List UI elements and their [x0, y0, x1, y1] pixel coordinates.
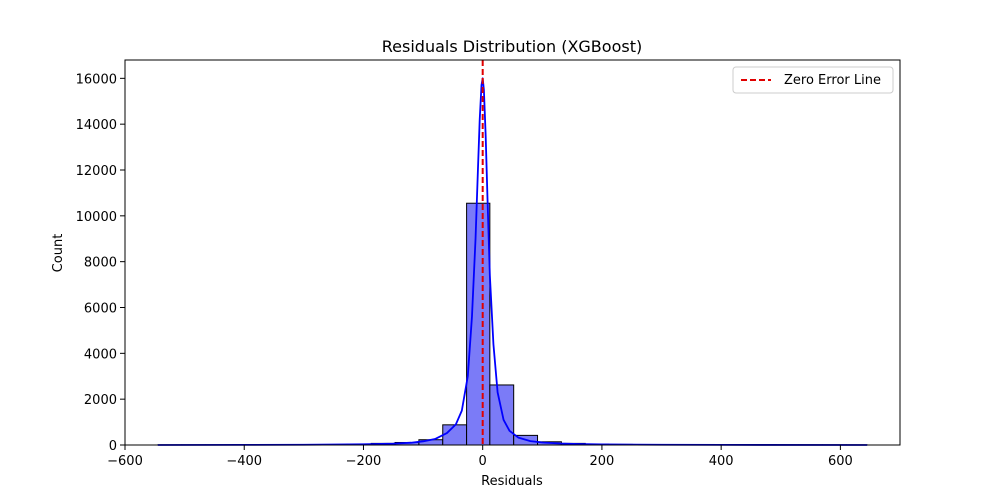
- legend-box: [732, 66, 894, 94]
- histogram-bar-12: [442, 424, 468, 446]
- chart-title: Residuals Distribution (XGBoost): [382, 37, 642, 56]
- y-tick-label: 16000: [76, 72, 117, 87]
- x-tick-label: 200: [590, 454, 615, 469]
- y-tick-label: 6000: [84, 302, 117, 317]
- y-tick-label: 2000: [84, 393, 117, 408]
- y-tick-label: 8000: [84, 256, 117, 271]
- y-tick-label: 12000: [76, 164, 117, 179]
- x-tick-label: 0: [479, 454, 487, 469]
- x-tick-label: −600: [107, 454, 143, 469]
- x-axis-label: Residuals: [481, 474, 543, 489]
- plot-frame: [124, 59, 901, 446]
- histogram-bar-13: [466, 202, 491, 446]
- histogram-bars: [157, 202, 868, 446]
- y-tick-label: 0: [109, 439, 117, 454]
- x-tick-label: 400: [709, 454, 734, 469]
- legend: Zero Error Line: [732, 66, 894, 94]
- x-tick-label: −400: [226, 454, 262, 469]
- y-tick-label: 10000: [76, 210, 117, 225]
- y-tick-label: 4000: [84, 347, 117, 362]
- x-axis-ticks: −600 −400 −200 0 200 400 600: [107, 445, 853, 469]
- x-tick-label: 600: [828, 454, 853, 469]
- legend-entry-zero-error-line: Zero Error Line: [784, 73, 881, 88]
- y-axis-label: Count: [51, 234, 66, 273]
- y-tick-label: 14000: [76, 118, 117, 133]
- x-tick-label: −200: [346, 454, 382, 469]
- y-axis-ticks: 0 2000 4000 6000 8000 10000 12000 14000 16000: [76, 72, 125, 454]
